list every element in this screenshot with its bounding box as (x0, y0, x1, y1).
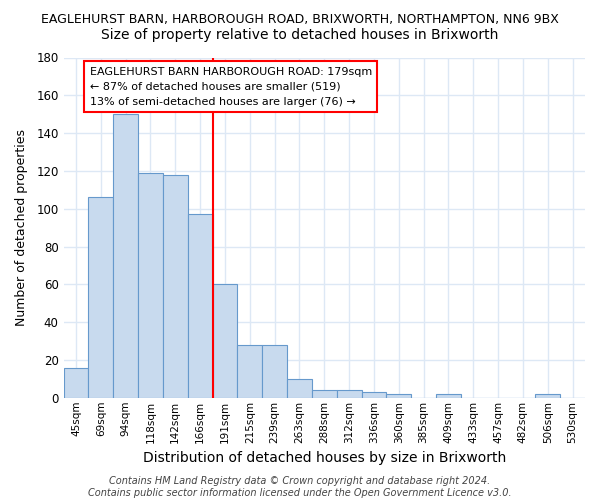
Bar (337, 390, 362, 398)
Bar (163, 174, 188, 398)
Bar (312, 390, 337, 398)
Bar (535, 394, 560, 398)
Bar (262, 345, 287, 398)
Bar (64, 368, 88, 398)
Bar (386, 394, 411, 398)
Text: Size of property relative to detached houses in Brixworth: Size of property relative to detached ho… (101, 28, 499, 42)
Bar (138, 173, 163, 398)
Bar (212, 284, 238, 398)
Text: EAGLEHURST BARN HARBOROUGH ROAD: 179sqm
← 87% of detached houses are smaller (51: EAGLEHURST BARN HARBOROUGH ROAD: 179sqm … (89, 67, 372, 106)
Bar (287, 379, 312, 398)
Bar (188, 214, 212, 398)
X-axis label: Distribution of detached houses by size in Brixworth: Distribution of detached houses by size … (143, 451, 506, 465)
Text: EAGLEHURST BARN, HARBOROUGH ROAD, BRIXWORTH, NORTHAMPTON, NN6 9BX: EAGLEHURST BARN, HARBOROUGH ROAD, BRIXWO… (41, 12, 559, 26)
Y-axis label: Number of detached properties: Number of detached properties (15, 129, 28, 326)
Bar (238, 345, 262, 398)
Bar (113, 114, 138, 398)
Bar (436, 394, 461, 398)
Text: Contains HM Land Registry data © Crown copyright and database right 2024.
Contai: Contains HM Land Registry data © Crown c… (88, 476, 512, 498)
Bar (362, 392, 386, 398)
Bar (88, 198, 113, 398)
